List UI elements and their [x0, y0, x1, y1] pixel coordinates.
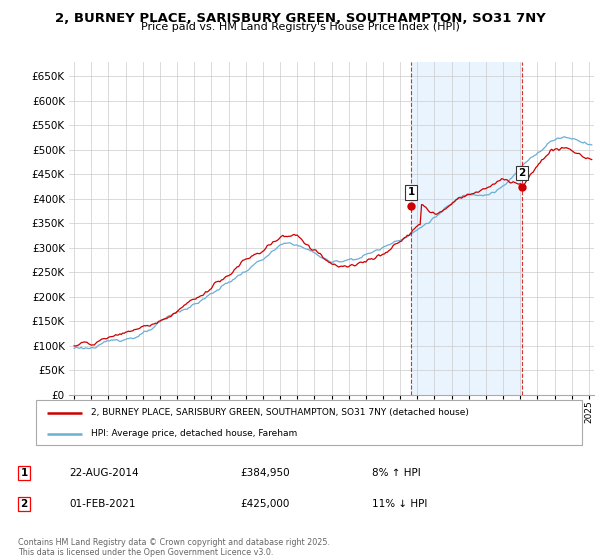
- Text: 1: 1: [407, 188, 415, 198]
- Text: 22-AUG-2014: 22-AUG-2014: [69, 468, 139, 478]
- Bar: [411, 62, 521, 395]
- Text: Price paid vs. HM Land Registry's House Price Index (HPI): Price paid vs. HM Land Registry's House …: [140, 22, 460, 32]
- Text: 2: 2: [518, 168, 525, 178]
- Text: £425,000: £425,000: [240, 499, 289, 509]
- Text: 2, BURNEY PLACE, SARISBURY GREEN, SOUTHAMPTON, SO31 7NY (detached house): 2, BURNEY PLACE, SARISBURY GREEN, SOUTHA…: [91, 408, 469, 417]
- Text: 2, BURNEY PLACE, SARISBURY GREEN, SOUTHAMPTON, SO31 7NY: 2, BURNEY PLACE, SARISBURY GREEN, SOUTHA…: [55, 12, 545, 25]
- Text: 01-FEB-2021: 01-FEB-2021: [69, 499, 136, 509]
- Text: 2: 2: [20, 499, 28, 509]
- Text: 1: 1: [20, 468, 28, 478]
- Text: HPI: Average price, detached house, Fareham: HPI: Average price, detached house, Fare…: [91, 430, 297, 438]
- Text: Contains HM Land Registry data © Crown copyright and database right 2025.
This d: Contains HM Land Registry data © Crown c…: [18, 538, 330, 557]
- Text: 11% ↓ HPI: 11% ↓ HPI: [372, 499, 427, 509]
- Text: £384,950: £384,950: [240, 468, 290, 478]
- FancyBboxPatch shape: [36, 400, 582, 445]
- Text: 8% ↑ HPI: 8% ↑ HPI: [372, 468, 421, 478]
